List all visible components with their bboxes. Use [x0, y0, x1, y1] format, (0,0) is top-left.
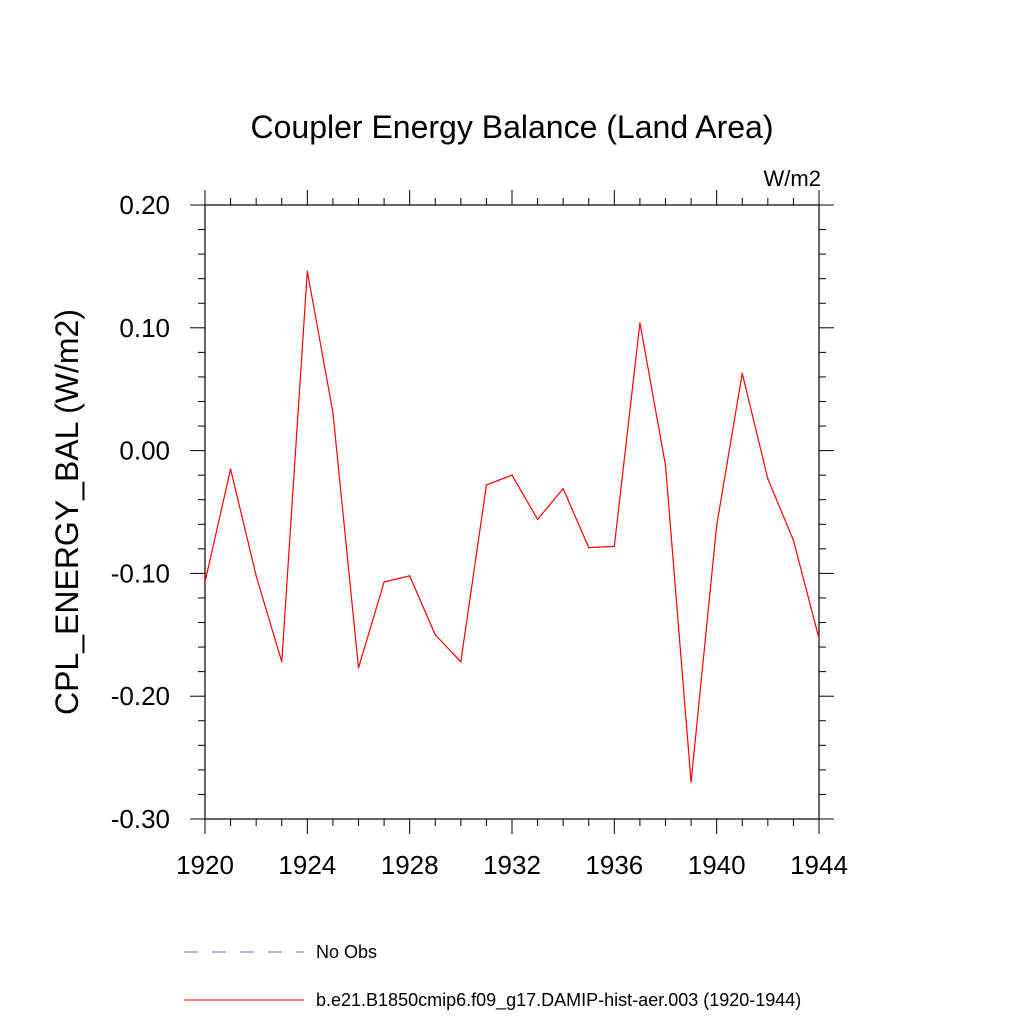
y-tick-label: -0.10 — [111, 558, 170, 588]
x-tick-label: 1936 — [585, 850, 643, 880]
data-point — [332, 411, 334, 414]
data-point — [204, 581, 206, 583]
data-point — [588, 547, 590, 549]
data-point — [460, 661, 462, 663]
x-tick-label: 1920 — [176, 850, 234, 880]
data-series — [204, 270, 820, 783]
y-tick-label: -0.20 — [111, 681, 170, 711]
data-point — [818, 637, 820, 640]
legend-label: No Obs — [316, 942, 377, 962]
data-point — [716, 524, 718, 527]
axis-ticks — [190, 190, 834, 834]
data-point — [690, 781, 692, 783]
data-point — [511, 474, 513, 476]
data-point — [281, 661, 283, 663]
x-tick-label: 1928 — [381, 850, 439, 880]
x-tick-label: 1944 — [790, 850, 848, 880]
y-axis-label: CPL_ENERGY_BAL (W/m2) — [49, 309, 85, 715]
data-point — [434, 634, 436, 636]
data-point — [409, 575, 411, 577]
x-tick-label: 1924 — [278, 850, 336, 880]
data-point — [536, 518, 539, 520]
data-point — [229, 468, 232, 470]
data-point — [383, 581, 385, 583]
data-point — [357, 667, 360, 669]
x-tick-label: 1940 — [688, 850, 746, 880]
data-point — [741, 372, 743, 374]
axis-tick-labels: 1920 1924 1928 1932 1936 1940 1944 -0.30 -0.20 -0… — [111, 190, 848, 880]
series-line — [204, 271, 820, 783]
data-point — [613, 545, 615, 547]
y-tick-label: 0.20 — [119, 190, 170, 220]
legend: No Obs b.e21.B1850cmip6.f09_g17.DAMIP-his… — [184, 942, 801, 1011]
data-point — [767, 478, 769, 480]
data-point — [255, 575, 257, 577]
plot-frame — [204, 204, 820, 820]
x-tick-label: 1932 — [483, 850, 541, 880]
y-tick-label: -0.30 — [111, 804, 170, 834]
chart-title: Coupler Energy Balance (Land Area) — [251, 109, 774, 145]
data-point — [639, 322, 641, 324]
data-point — [306, 270, 308, 272]
legend-label: b.e21.B1850cmip6.f09_g17.DAMIP-hist-aer.… — [316, 990, 801, 1011]
units-label: W/m2 — [764, 166, 821, 191]
data-point — [485, 484, 488, 486]
data-point — [562, 488, 564, 490]
data-point — [664, 464, 667, 466]
y-tick-label: 0.10 — [119, 313, 170, 343]
data-point — [792, 539, 795, 541]
y-tick-label: 0.00 — [119, 436, 170, 466]
